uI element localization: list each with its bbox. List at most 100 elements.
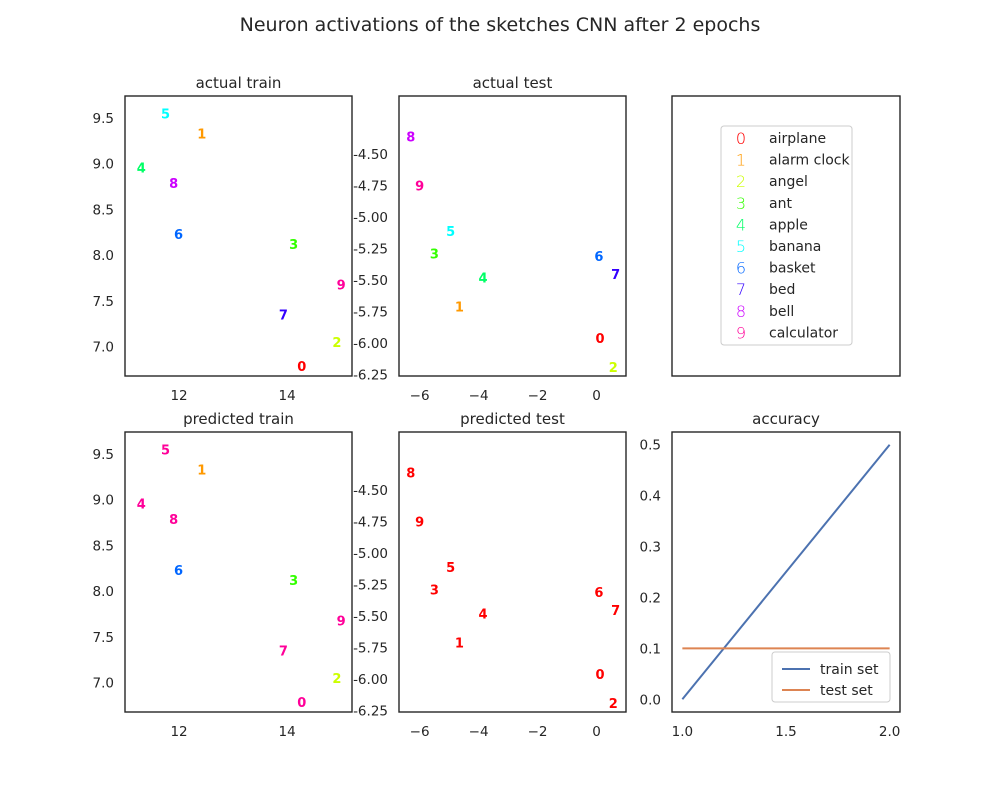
y-tick-label: -5.25 xyxy=(353,242,388,258)
y-tick-label: 0.5 xyxy=(640,438,661,454)
actual-train-frame xyxy=(124,95,353,377)
legend-entry-label: bed xyxy=(769,282,795,298)
y-tick-label: -4.50 xyxy=(353,483,388,499)
point-label-8: 8 xyxy=(169,177,178,192)
point-label-9: 9 xyxy=(415,180,424,195)
x-tick-label: 12 xyxy=(170,724,187,740)
legend-marker: 1 xyxy=(736,151,746,170)
x-tick-label: 14 xyxy=(279,388,296,404)
y-tick-label: 0.1 xyxy=(640,641,661,657)
legend-marker: 7 xyxy=(736,280,746,299)
point-label-6: 6 xyxy=(174,564,183,579)
point-label-8: 8 xyxy=(406,130,415,145)
point-label-9: 9 xyxy=(337,278,346,293)
x-tick-label: 0 xyxy=(592,388,601,404)
y-tick-label: -5.75 xyxy=(353,305,388,321)
y-tick-label: -4.75 xyxy=(353,515,388,531)
figure-title: Neuron activations of the sketches CNN a… xyxy=(240,14,761,36)
x-tick-label: 1.0 xyxy=(672,724,693,740)
accuracy-title: accuracy xyxy=(752,410,820,428)
predicted-test-title: predicted test xyxy=(460,410,565,428)
point-label-2: 2 xyxy=(332,672,341,687)
y-tick-label: -5.50 xyxy=(353,609,388,625)
legend-entry-label: banana xyxy=(769,239,821,255)
legend-entry-label: alarm clock xyxy=(769,153,850,169)
accuracy-frame xyxy=(671,431,901,713)
point-label-5: 5 xyxy=(446,225,455,240)
y-tick-label: 9.0 xyxy=(93,493,114,509)
legend-marker: 4 xyxy=(736,215,746,234)
point-label-8: 8 xyxy=(169,513,178,528)
legend-panel-frame xyxy=(671,95,901,377)
point-label-3: 3 xyxy=(430,248,439,263)
x-tick-label: −2 xyxy=(528,388,548,404)
legend-marker: 5 xyxy=(736,237,746,256)
predicted-test-panel: predicted test −6 −4 −2 0 -4.50 -4.75 -5.00 -5.2… xyxy=(353,410,627,740)
point-label-4: 4 xyxy=(137,161,146,176)
y-tick-label: -5.00 xyxy=(353,210,388,226)
point-label-0: 0 xyxy=(596,332,605,347)
x-tick-label: −2 xyxy=(528,724,548,740)
y-tick-label: 7.5 xyxy=(93,294,114,310)
y-tick-label: 0.3 xyxy=(640,540,661,556)
point-label-7: 7 xyxy=(279,309,288,324)
x-tick-label: −4 xyxy=(469,388,489,404)
legend-entry-label: calculator xyxy=(769,325,838,341)
point-label-0: 0 xyxy=(297,360,306,375)
series-line-train-set xyxy=(681,444,891,700)
point-label-9: 9 xyxy=(415,516,424,531)
point-label-3: 3 xyxy=(289,574,298,589)
y-tick-label: 0.2 xyxy=(640,590,661,606)
point-label-4: 4 xyxy=(137,497,146,512)
y-tick-label: -4.50 xyxy=(353,147,388,163)
x-tick-label: −6 xyxy=(410,724,430,740)
point-label-7: 7 xyxy=(279,645,288,660)
point-label-0: 0 xyxy=(297,696,306,711)
y-tick-label: 7.5 xyxy=(93,630,114,646)
legend-marker: 6 xyxy=(736,259,746,278)
x-tick-label: 12 xyxy=(170,388,187,404)
point-label-5: 5 xyxy=(446,561,455,576)
point-label-5: 5 xyxy=(161,107,170,122)
point-label-1: 1 xyxy=(197,128,206,143)
point-label-7: 7 xyxy=(611,268,620,283)
y-tick-label: -5.75 xyxy=(353,641,388,657)
point-label-9: 9 xyxy=(337,614,346,629)
predicted-train-frame xyxy=(124,431,353,713)
y-tick-label: -6.00 xyxy=(353,672,388,688)
y-tick-label: 9.0 xyxy=(93,157,114,173)
y-tick-label: -4.75 xyxy=(353,179,388,195)
legend-marker: 8 xyxy=(736,302,746,321)
y-tick-label: 9.5 xyxy=(93,111,114,127)
legend-marker: 2 xyxy=(736,172,746,191)
x-tick-label: 14 xyxy=(279,724,296,740)
legend-label: test set xyxy=(820,683,873,699)
y-tick-label: 8.0 xyxy=(93,584,114,600)
x-tick-label: 0 xyxy=(592,724,601,740)
predicted-test-frame xyxy=(398,431,627,713)
point-label-4: 4 xyxy=(478,608,487,623)
legend-label: train set xyxy=(820,662,879,678)
y-tick-label: -5.25 xyxy=(353,578,388,594)
legend-entry-label: apple xyxy=(769,217,808,233)
y-tick-label: 7.0 xyxy=(93,340,114,356)
predicted-train-title: predicted train xyxy=(183,410,294,428)
point-label-3: 3 xyxy=(289,238,298,253)
legend-marker: 3 xyxy=(736,194,746,213)
point-label-6: 6 xyxy=(594,586,603,601)
point-label-4: 4 xyxy=(478,272,487,287)
x-tick-label: −6 xyxy=(410,388,430,404)
point-label-2: 2 xyxy=(332,336,341,351)
actual-test-panel: actual test −6 −4 −2 0 -4.50 -4.75 -5.00 -5.25 -5… xyxy=(353,74,627,404)
y-tick-label: -5.00 xyxy=(353,546,388,562)
point-label-2: 2 xyxy=(609,361,618,376)
actual-test-frame xyxy=(398,95,627,377)
y-tick-label: -6.25 xyxy=(353,704,388,720)
point-label-2: 2 xyxy=(609,697,618,712)
x-tick-label: −4 xyxy=(469,724,489,740)
x-tick-label: 2.0 xyxy=(879,724,900,740)
class-legend-panel: 0 airplane 1 alarm clock 2 angel 3 ant 4 apple 5 ba… xyxy=(671,95,901,377)
